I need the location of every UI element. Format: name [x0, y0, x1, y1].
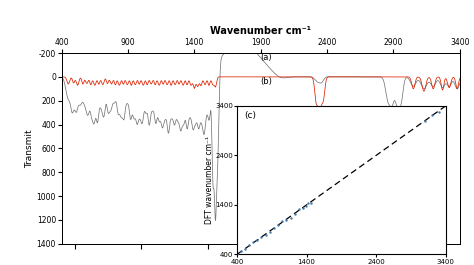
Point: [307, 201, 314, 205]
Text: (b): (b): [261, 77, 273, 86]
Point: [249, 240, 257, 244]
Point: [421, 118, 428, 123]
Point: [257, 235, 265, 239]
Point: [435, 110, 442, 114]
Point: [291, 212, 299, 216]
Point: [428, 112, 436, 117]
Point: [287, 215, 294, 220]
Point: [241, 247, 248, 251]
Point: [283, 218, 290, 222]
Point: [274, 223, 282, 227]
Point: [237, 249, 245, 253]
X-axis label: Wavenumber cm⁻¹: Wavenumber cm⁻¹: [210, 26, 311, 36]
Point: [266, 230, 273, 234]
Point: [235, 253, 242, 257]
Point: [299, 206, 307, 210]
Point: [302, 204, 310, 208]
Point: [262, 233, 269, 237]
Y-axis label: Transmit: Transmit: [25, 129, 34, 168]
Text: (a): (a): [261, 53, 273, 62]
Text: (c): (c): [244, 111, 256, 120]
Point: [295, 207, 303, 211]
Y-axis label: DFT wavenumber cm⁻¹: DFT wavenumber cm⁻¹: [205, 136, 214, 224]
Point: [245, 243, 253, 248]
Point: [254, 238, 261, 242]
Point: [304, 201, 312, 205]
Point: [270, 226, 278, 230]
Point: [278, 219, 286, 223]
